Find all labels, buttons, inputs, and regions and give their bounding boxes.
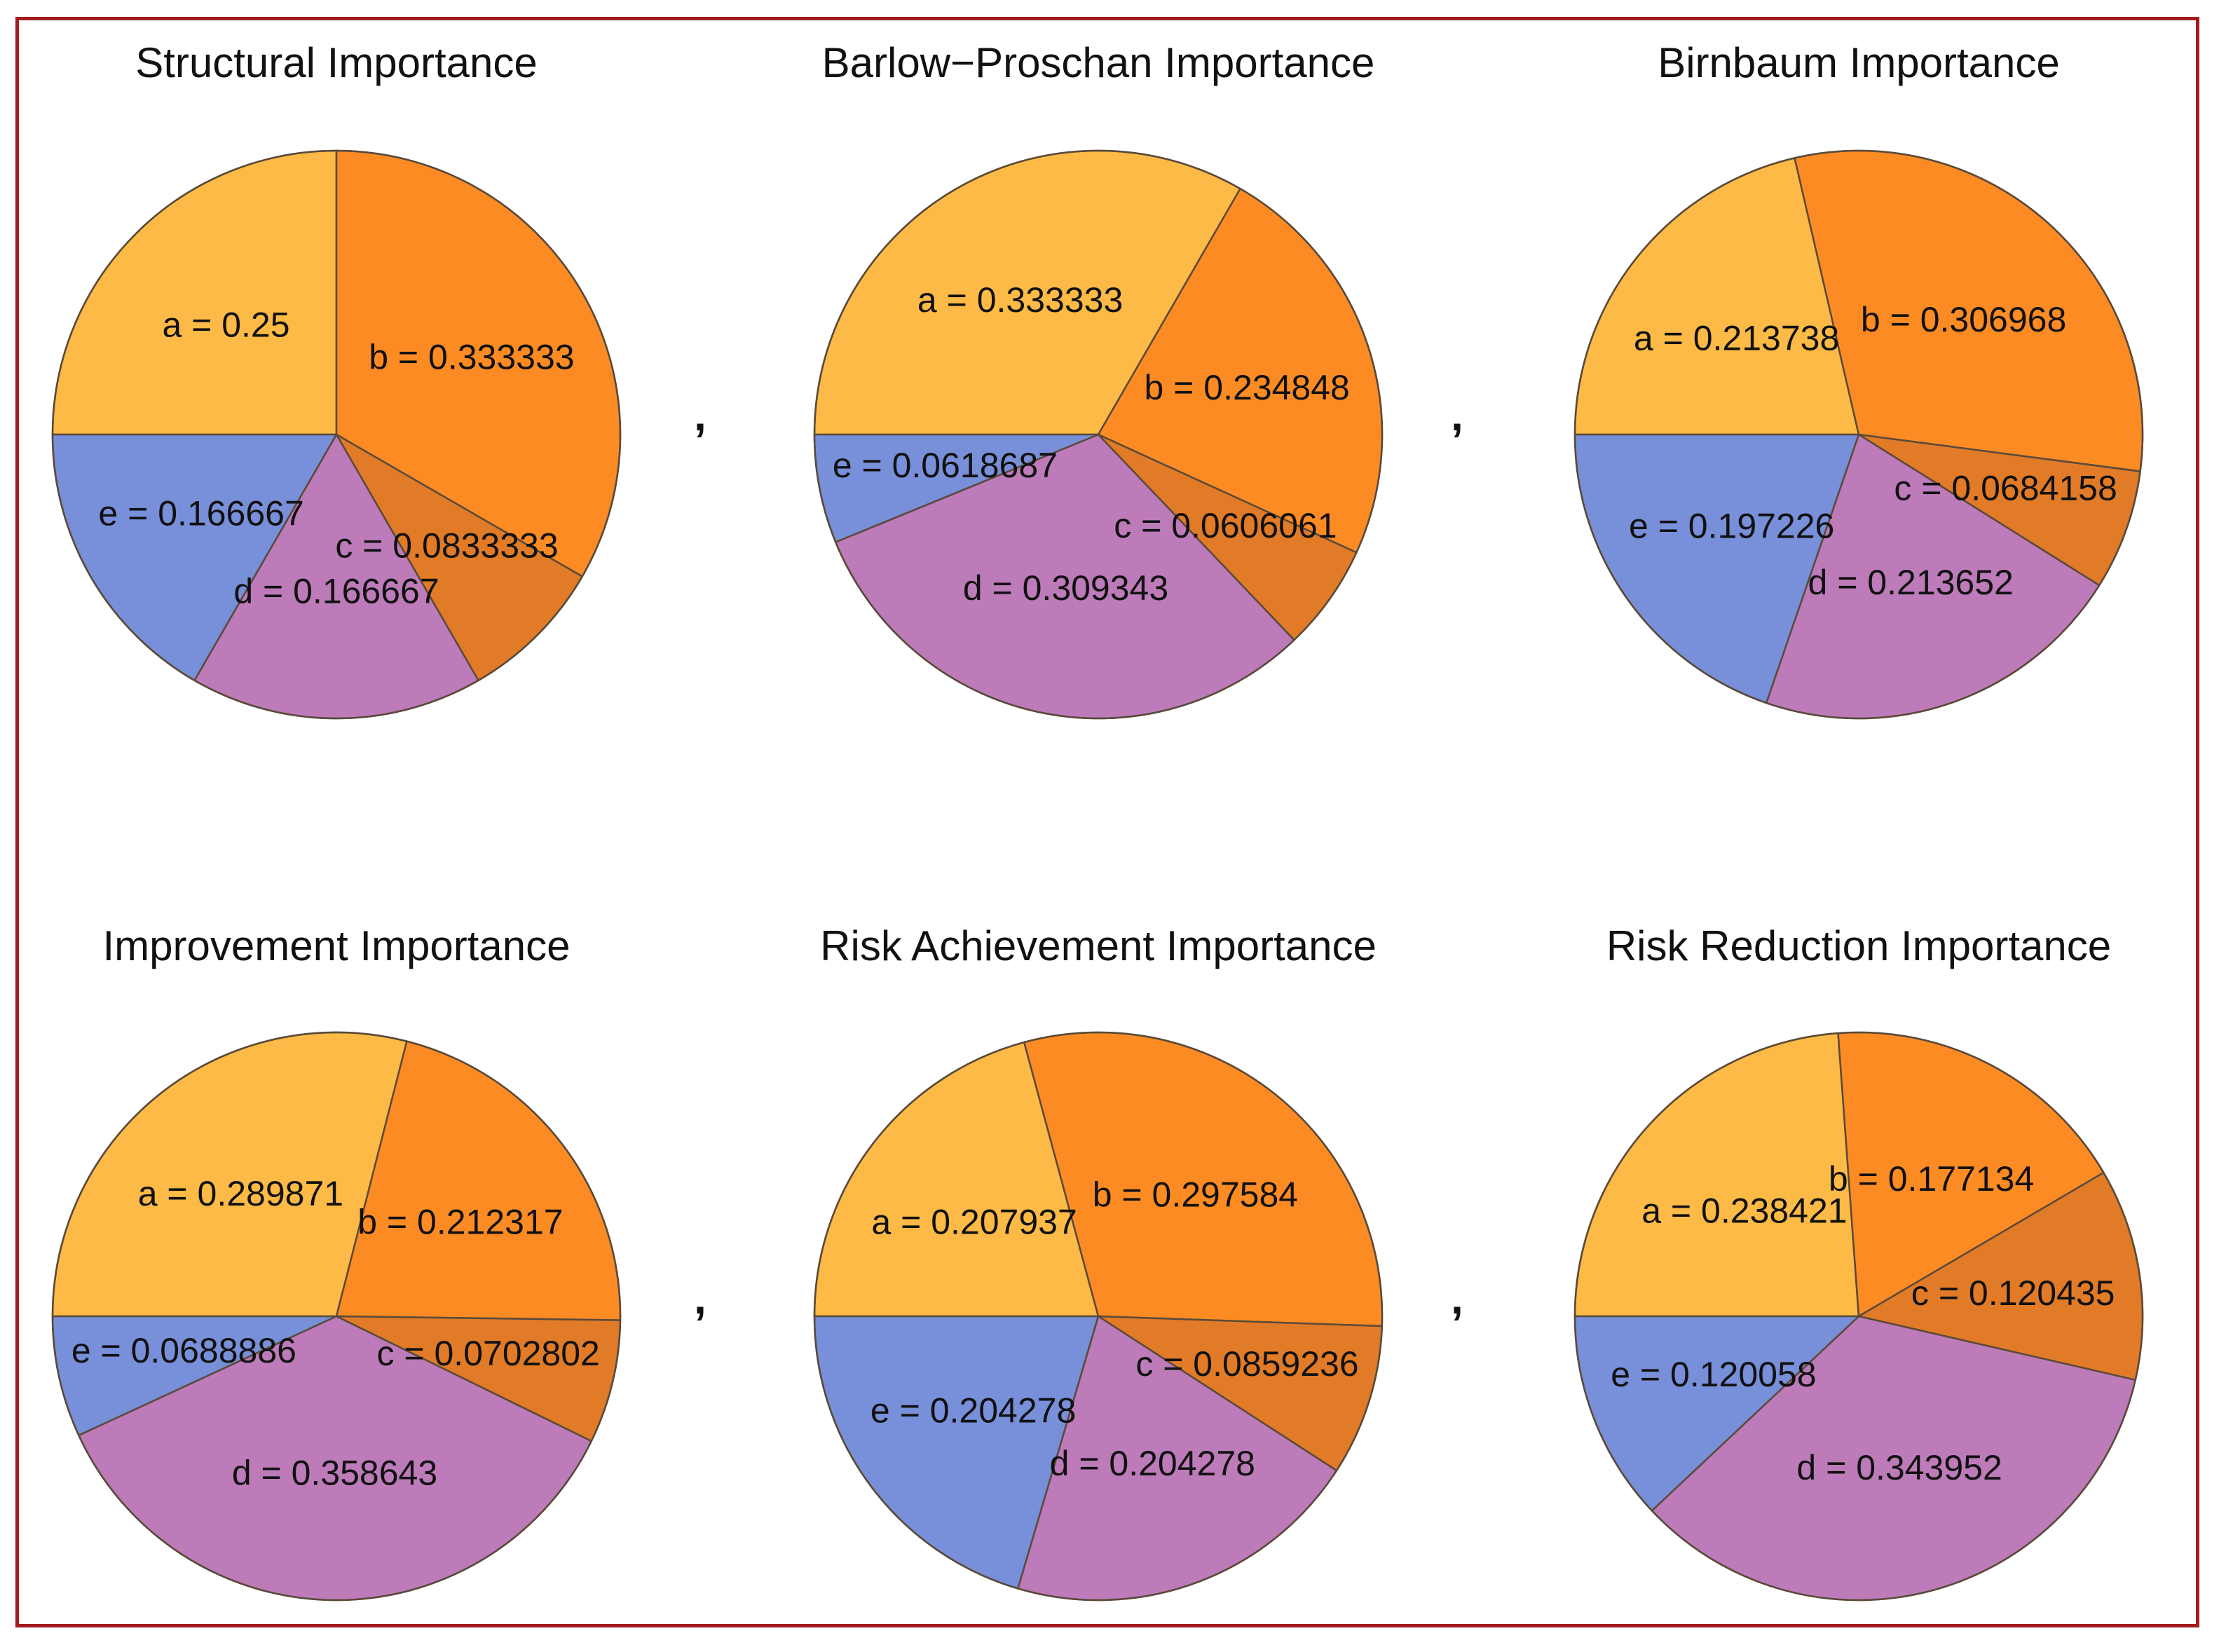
slice-label-d: d = 0.358643 (232, 1454, 437, 1493)
separator-comma-4: , (1451, 1273, 1463, 1323)
slice-label-b: b = 0.177134 (1829, 1159, 2034, 1199)
slice-label-d: d = 0.343952 (1796, 1448, 2002, 1487)
slice-label-b: b = 0.212317 (357, 1203, 563, 1242)
pie-rim (51, 149, 622, 720)
slice-label-e: e = 0.0618687 (833, 446, 1058, 485)
pie-chart-3: Birnbaum Importance a = 0.213738 b = 0.306… (1573, 39, 2144, 720)
slice-label-d: d = 0.309343 (963, 568, 1168, 608)
pie-slice-a (51, 149, 338, 436)
slice-label-a: a = 0.289871 (138, 1174, 343, 1213)
pie-chart-5: Risk Achievement Importance a = 0.207937 b… (813, 922, 1384, 1602)
slice-label-b: b = 0.297584 (1093, 1175, 1298, 1215)
pie-rim (813, 1031, 1384, 1602)
pie-rim (813, 149, 1384, 720)
slice-label-c: c = 0.120435 (1911, 1274, 2115, 1313)
slice-label-a: a = 0.25 (162, 306, 289, 345)
slice-label-a: a = 0.207937 (871, 1203, 1077, 1242)
pie-chart-4: Improvement Importance a = 0.289871 b = 0.… (51, 922, 622, 1602)
slice-label-e: e = 0.204278 (870, 1391, 1076, 1430)
slice-label-b: b = 0.234848 (1145, 368, 1350, 407)
figure-frame (15, 17, 2199, 1627)
slice-label-c: c = 0.0684158 (1894, 468, 2117, 507)
slice-label-c: c = 0.0859236 (1135, 1344, 1358, 1384)
chart-title: Birnbaum Importance (1658, 39, 2060, 86)
slice-label-a: a = 0.238421 (1641, 1191, 1847, 1230)
slice-label-d: d = 0.204278 (1050, 1444, 1255, 1483)
slice-label-c: c = 0.0702802 (377, 1334, 600, 1373)
pie-rim (51, 1031, 622, 1602)
pie-slice-a (1573, 1032, 1860, 1318)
slice-label-e: e = 0.0688886 (71, 1331, 296, 1370)
chart-title: Risk Reduction Importance (1606, 922, 2111, 969)
slice-label-a: a = 0.333333 (917, 280, 1123, 320)
slice-label-c: c = 0.0833333 (335, 526, 558, 566)
slice-label-b: b = 0.333333 (369, 338, 574, 377)
slice-label-a: a = 0.213738 (1634, 318, 1839, 357)
separator-comma-2: , (1451, 390, 1463, 440)
separator-comma-3: , (694, 1273, 706, 1323)
pie-chart-1: Structural Importance a = 0.25 b = 0.33333… (51, 39, 622, 720)
slice-label-d: d = 0.166667 (233, 572, 439, 611)
pie-rim (1573, 1031, 2144, 1602)
slice-label-e: e = 0.197226 (1629, 506, 1834, 545)
slice-label-c: c = 0.0606061 (1114, 506, 1337, 545)
slice-label-e: e = 0.120058 (1611, 1355, 1816, 1394)
slice-label-e: e = 0.166667 (98, 493, 303, 533)
slice-label-d: d = 0.213652 (1808, 563, 2014, 602)
chart-title: Risk Achievement Importance (820, 922, 1377, 969)
pie-chart-2: Barlow−Proschan Importance a = 0.333333 b … (813, 39, 1384, 720)
separator-comma-1: , (694, 390, 706, 440)
pie-rim (1573, 149, 2144, 720)
chart-title: Improvement Importance (103, 922, 571, 969)
chart-title: Barlow−Proschan Importance (822, 39, 1375, 86)
chart-title: Structural Importance (135, 39, 538, 86)
slice-label-b: b = 0.306968 (1861, 300, 2066, 339)
